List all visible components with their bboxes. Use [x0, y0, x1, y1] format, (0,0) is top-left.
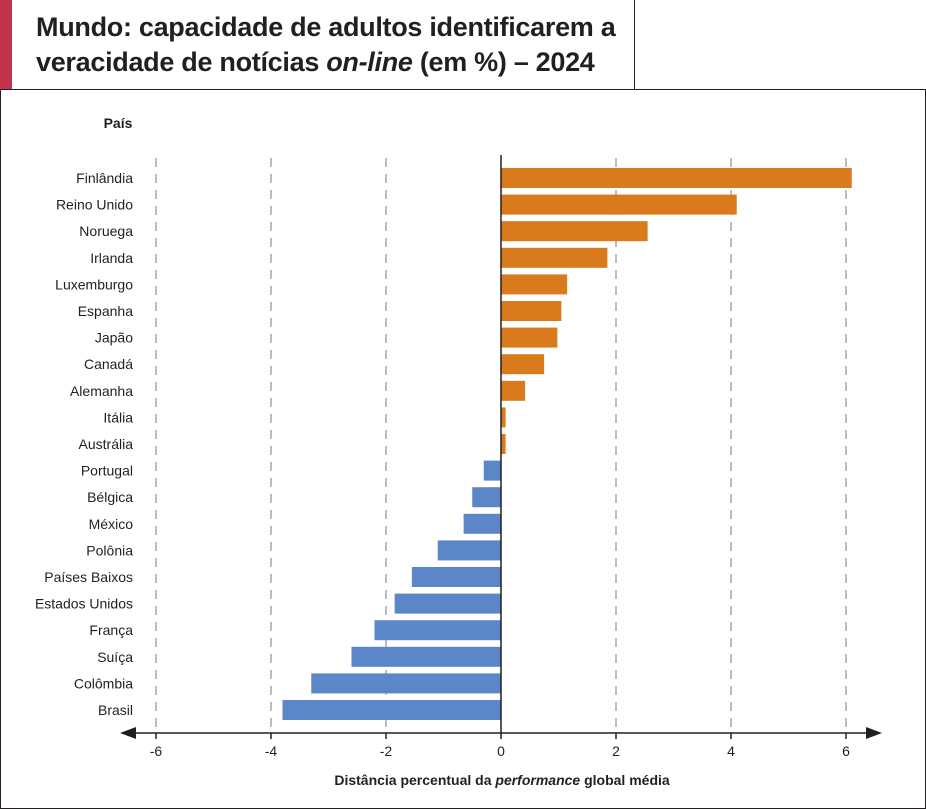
category-label: Noruega	[79, 223, 133, 239]
x-axis-title-post: global média	[580, 772, 670, 788]
x-axis-title-pre: Distância percentual da	[334, 772, 495, 788]
category-label: México	[89, 516, 134, 532]
bar	[501, 301, 562, 321]
category-label: Brasil	[98, 702, 133, 718]
bar	[411, 567, 501, 587]
x-tick-label: 2	[612, 743, 620, 759]
bar	[501, 354, 545, 375]
bar	[351, 646, 501, 667]
x-tick-label: 6	[842, 743, 850, 759]
category-label: Países Baixos	[44, 569, 133, 585]
x-axis-title: Distância percentual da performance glob…	[334, 772, 670, 788]
category-label: Espanha	[78, 303, 133, 319]
x-axis-title-em: performance	[494, 772, 580, 788]
category-label: Polônia	[86, 542, 133, 558]
title-line-1: Mundo: capacidade de adultos identificar…	[36, 12, 616, 42]
category-label: Itália	[103, 409, 133, 425]
title-line-2-pre: veracidade de notícias	[36, 47, 327, 77]
category-label: Portugal	[81, 463, 133, 479]
bar	[282, 700, 501, 720]
bar	[501, 194, 737, 215]
x-tick-label: -2	[380, 743, 393, 759]
y-axis-title: País	[104, 115, 133, 131]
chart-title: Mundo: capacidade de adultos identificar…	[36, 10, 636, 80]
bar	[437, 540, 501, 561]
x-tick-label: -4	[265, 743, 278, 759]
category-label: Colômbia	[74, 675, 133, 691]
x-axis: -6 -4 -2 0 2 4 6	[120, 727, 882, 759]
category-label: Finlândia	[76, 170, 133, 186]
category-label: Reino Unido	[56, 197, 133, 213]
bar	[311, 673, 501, 694]
category-label: Suíça	[97, 649, 133, 665]
category-label: Irlanda	[90, 250, 133, 266]
category-label: Canadá	[84, 356, 133, 372]
category-label: Alemanha	[70, 383, 133, 399]
category-labels: Finlândia Reino Unido Noruega Irlanda Luxemb…	[35, 170, 133, 718]
x-tick-label: 0	[497, 743, 505, 759]
bar	[472, 487, 501, 508]
category-label: França	[89, 622, 133, 638]
bar	[483, 460, 501, 481]
bar	[501, 434, 506, 454]
bar	[501, 221, 648, 242]
category-label: Austrália	[79, 436, 134, 452]
title-line-2-em: on-line	[326, 47, 413, 77]
bar	[501, 327, 558, 348]
category-label: Luxemburgo	[55, 276, 133, 292]
title-line-2-post: (em %) – 2024	[412, 47, 595, 77]
category-label: Estados Unidos	[35, 596, 133, 612]
bar	[501, 168, 852, 188]
axis-arrow-right	[866, 727, 882, 739]
x-tick-label: -6	[150, 743, 163, 759]
bar	[374, 620, 501, 641]
category-label: Japão	[95, 330, 133, 346]
bar	[501, 247, 608, 268]
title-box: Mundo: capacidade de adultos identificar…	[12, 0, 635, 89]
category-label: Bélgica	[87, 489, 133, 505]
axis-arrow-left	[120, 727, 136, 739]
bar	[394, 593, 501, 614]
bars	[282, 168, 852, 720]
bar	[501, 380, 526, 401]
bar	[501, 274, 568, 295]
x-tick-label: 4	[727, 743, 735, 759]
bar	[501, 407, 506, 428]
bar	[463, 513, 501, 534]
